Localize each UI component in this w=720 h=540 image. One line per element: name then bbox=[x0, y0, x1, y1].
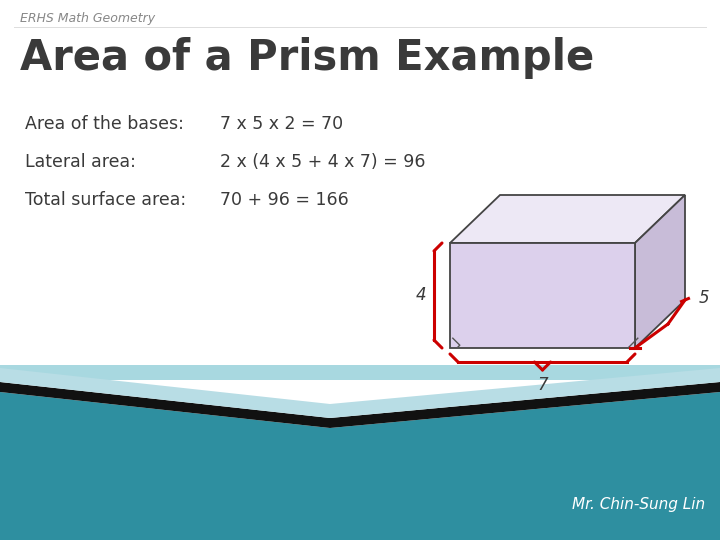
Polygon shape bbox=[450, 243, 635, 348]
Polygon shape bbox=[0, 368, 720, 418]
Text: Lateral area:: Lateral area: bbox=[25, 153, 136, 171]
Text: Area of the bases:: Area of the bases: bbox=[25, 115, 184, 133]
Text: 7 x 5 x 2 = 70: 7 x 5 x 2 = 70 bbox=[220, 115, 343, 133]
Polygon shape bbox=[635, 195, 685, 348]
Text: Area of a Prism Example: Area of a Prism Example bbox=[20, 37, 594, 79]
Text: 7: 7 bbox=[537, 376, 548, 394]
Text: 4: 4 bbox=[415, 287, 426, 305]
Text: ERHS Math Geometry: ERHS Math Geometry bbox=[20, 12, 155, 25]
Polygon shape bbox=[450, 195, 685, 243]
Text: 5: 5 bbox=[699, 289, 710, 307]
Text: Mr. Chin-Sung Lin: Mr. Chin-Sung Lin bbox=[572, 497, 705, 512]
Text: Total surface area:: Total surface area: bbox=[25, 191, 186, 209]
Polygon shape bbox=[0, 382, 720, 428]
Text: 2 x (4 x 5 + 4 x 7) = 96: 2 x (4 x 5 + 4 x 7) = 96 bbox=[220, 153, 426, 171]
Text: 70 + 96 = 166: 70 + 96 = 166 bbox=[220, 191, 348, 209]
Polygon shape bbox=[0, 392, 720, 540]
Polygon shape bbox=[0, 365, 720, 380]
